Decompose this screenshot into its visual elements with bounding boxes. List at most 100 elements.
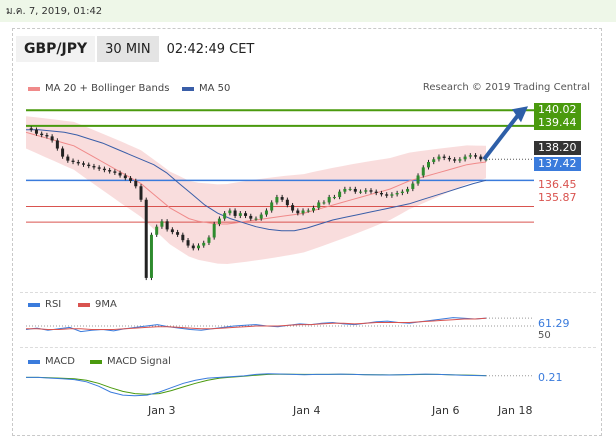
candle-body xyxy=(244,213,248,216)
candle-body xyxy=(427,162,430,168)
rsi-swatch xyxy=(28,302,40,307)
candle-body xyxy=(233,210,237,216)
candle-body xyxy=(395,193,399,195)
candle-body xyxy=(129,178,133,181)
candle-body xyxy=(55,140,59,149)
candle-body xyxy=(92,166,96,168)
candle-body xyxy=(280,197,284,200)
candle-body xyxy=(442,156,446,158)
candle-body xyxy=(468,155,472,157)
candle-body xyxy=(61,148,65,157)
bollinger-band-area xyxy=(26,116,486,264)
candle-body xyxy=(108,170,112,172)
research-credit: Research © 2019 Trading Central xyxy=(422,82,590,93)
candle-body xyxy=(217,218,221,224)
macd-swatch xyxy=(28,359,40,364)
macd-value-label: 0.21 xyxy=(538,371,563,384)
candle-body xyxy=(134,180,138,187)
candle-body xyxy=(40,133,44,136)
candle-body xyxy=(149,234,153,278)
ma50-line xyxy=(26,129,487,232)
candle-body xyxy=(379,193,383,195)
candle-body xyxy=(212,224,216,238)
candle-body xyxy=(385,194,389,196)
price-label-s1: 136.45 xyxy=(538,178,577,191)
price-label-pivot: 137.42 xyxy=(534,157,581,171)
candle-body xyxy=(301,210,305,214)
price-label-current: 138.20 xyxy=(534,141,581,155)
candle-body xyxy=(317,202,321,208)
candle-body xyxy=(463,156,467,160)
time-label: 02:42:49 CET xyxy=(166,42,255,57)
candle-body xyxy=(359,191,363,193)
timeframe-label[interactable]: 30 MIN xyxy=(97,36,159,62)
legend-ma50-label: MA 50 xyxy=(199,83,231,94)
candle-body xyxy=(390,194,394,196)
rsi-value-label: 61.29 xyxy=(538,317,570,330)
candle-body xyxy=(238,213,242,216)
candle-body xyxy=(259,214,263,219)
candle-body xyxy=(139,186,143,200)
candle-body xyxy=(223,213,227,219)
x-tick-jan4: Jan 4 xyxy=(293,404,321,417)
legend-macd-signal: MACD Signal xyxy=(90,356,171,367)
timestamp-text: ม.ค. 7, 2019, 01:42 xyxy=(6,6,103,17)
candle-body xyxy=(312,207,315,211)
legend-ma20-label: MA 20 + Bollinger Bands xyxy=(45,83,170,94)
candle-body xyxy=(411,183,415,189)
legend-ma50: MA 50 xyxy=(182,83,230,94)
candle-body xyxy=(437,156,441,160)
candle-body xyxy=(50,136,54,141)
timestamp-bar: ม.ค. 7, 2019, 01:42 xyxy=(0,0,616,22)
candle-body xyxy=(291,205,295,211)
legend-macd-signal-label: MACD Signal xyxy=(107,356,171,367)
candle-body xyxy=(332,197,336,199)
candle-body xyxy=(275,197,279,203)
candle-body xyxy=(416,175,420,184)
candle-body xyxy=(421,167,425,176)
candle-body xyxy=(165,221,169,230)
candle-body xyxy=(270,202,274,211)
candle-body xyxy=(34,129,38,134)
candle-body xyxy=(186,240,190,246)
price-label-r1: 139.44 xyxy=(534,116,581,130)
candle-body xyxy=(87,164,91,167)
ma50-swatch xyxy=(182,86,194,91)
candle-body xyxy=(123,175,127,179)
candle-body xyxy=(285,199,289,206)
price-label-r2: 140.02 xyxy=(534,103,581,117)
candle-body xyxy=(113,171,117,173)
candle-body xyxy=(353,188,357,192)
chart-header: GBP/JPY 30 MIN 02:42:49 CET xyxy=(16,36,262,62)
candle-body xyxy=(71,160,75,162)
legend-ma20: MA 20 + Bollinger Bands xyxy=(28,83,169,94)
candle-body xyxy=(264,210,268,215)
candle-body xyxy=(228,210,232,214)
candle-body xyxy=(400,191,404,193)
currency-pair: GBP/JPY xyxy=(16,36,96,62)
candle-body xyxy=(254,218,258,220)
candle-body xyxy=(66,156,70,161)
legend-rsi-ma: 9MA xyxy=(78,299,117,310)
ma20-swatch xyxy=(28,86,40,91)
legend-rsi-label: RSI xyxy=(45,299,62,310)
rsi-level-label: 50 xyxy=(538,330,551,341)
candle-body xyxy=(207,237,211,243)
legend-macd-label: MACD xyxy=(45,356,75,367)
candle-body xyxy=(102,168,106,171)
candle-body xyxy=(296,210,300,214)
candle-body xyxy=(306,210,310,212)
rsi-ma-swatch xyxy=(78,302,90,307)
candle-body xyxy=(343,188,347,192)
legend-rsi-ma-label: 9MA xyxy=(95,299,117,310)
candle-body xyxy=(406,188,410,192)
macd-signal-swatch xyxy=(90,359,102,364)
candle-body xyxy=(447,157,451,160)
candle-body xyxy=(364,190,368,192)
candle-body xyxy=(170,229,174,233)
candle-body xyxy=(144,199,148,278)
panel-separator-2 xyxy=(20,347,596,348)
x-tick-jan18: Jan 18 xyxy=(498,404,533,417)
candle-body xyxy=(76,162,80,164)
